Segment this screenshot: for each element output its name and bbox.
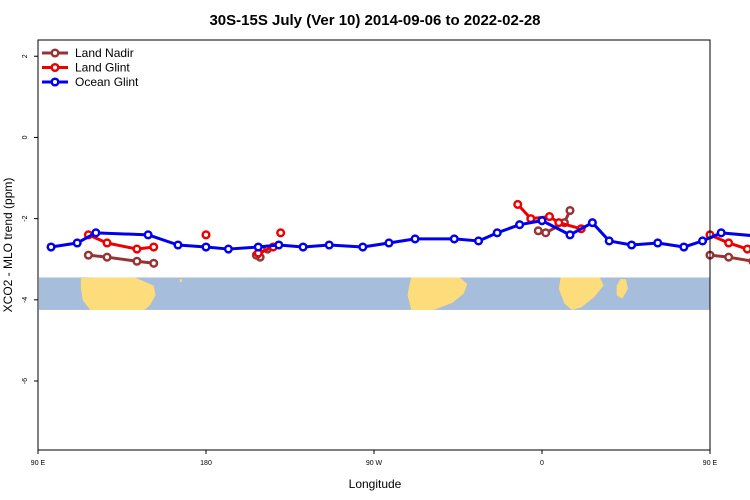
legend-item-land-nadir: Land Nadir bbox=[42, 46, 134, 60]
data-point-ocean-glint bbox=[253, 242, 263, 252]
map-land-south-america bbox=[407, 277, 468, 310]
legend-label: Land Glint bbox=[75, 61, 130, 75]
map-land-australia-1 bbox=[80, 277, 156, 310]
data-point-land-glint bbox=[102, 238, 112, 248]
data-point-ocean-glint bbox=[173, 240, 183, 250]
data-point-ocean-glint bbox=[653, 238, 663, 248]
data-point-land-glint bbox=[554, 218, 564, 228]
data-point-land-nadir bbox=[533, 226, 543, 236]
data-point-land-glint bbox=[742, 244, 750, 254]
series-line-land-glint bbox=[87, 233, 154, 251]
data-point-land-nadir bbox=[102, 252, 112, 262]
data-point-land-glint bbox=[513, 199, 523, 209]
y-tick-label: 2 bbox=[22, 54, 29, 58]
map-band bbox=[39, 277, 710, 310]
data-point-ocean-glint bbox=[604, 236, 614, 246]
plot-frame bbox=[37, 39, 711, 451]
data-point-ocean-glint bbox=[627, 240, 637, 250]
series-line-land-glint bbox=[709, 233, 750, 251]
y-tick-label: -2 bbox=[22, 215, 29, 221]
data-point-ocean-glint bbox=[143, 230, 153, 240]
y-axis-title: XCO2 - MLO trend (ppm) bbox=[1, 178, 15, 313]
map-land-new-caledonia bbox=[179, 279, 182, 283]
x-tick-label: 180 bbox=[200, 460, 212, 467]
chart-title: 30S-15S July (Ver 10) 2014-09-06 to 2022… bbox=[209, 12, 540, 29]
x-axis-title: Longitude bbox=[349, 477, 402, 491]
data-point-ocean-glint bbox=[201, 242, 211, 252]
y-tick-label: -4 bbox=[22, 297, 29, 303]
data-point-ocean-glint bbox=[410, 234, 420, 244]
data-point-land-nadir bbox=[132, 256, 142, 266]
x-tick-label: 0 bbox=[540, 460, 544, 467]
map-land-madagascar bbox=[616, 279, 628, 299]
data-point-ocean-glint bbox=[565, 230, 575, 240]
data-point-ocean-glint bbox=[697, 236, 708, 246]
data-point-ocean-glint bbox=[716, 228, 726, 238]
series-land-glint bbox=[83, 199, 750, 258]
legend-label: Ocean Glint bbox=[75, 75, 139, 89]
data-point-ocean-glint bbox=[223, 244, 233, 254]
data-point-ocean-glint bbox=[492, 228, 502, 238]
x-tick-label: 90 W bbox=[366, 460, 383, 467]
data-point-ocean-glint bbox=[358, 242, 368, 252]
data-point-land-nadir bbox=[565, 205, 575, 216]
series-layer bbox=[46, 199, 750, 268]
map-land-africa bbox=[558, 277, 604, 310]
series-ocean-glint bbox=[46, 216, 750, 254]
data-point-land-nadir bbox=[149, 258, 159, 268]
legend-item-ocean-glint: Ocean Glint bbox=[42, 75, 139, 89]
data-point-land-glint bbox=[276, 228, 286, 238]
data-point-ocean-glint bbox=[537, 216, 547, 226]
data-point-land-nadir bbox=[83, 250, 93, 260]
legend-marker bbox=[50, 48, 60, 58]
data-point-ocean-glint bbox=[587, 218, 597, 228]
y-tick-label: -6 bbox=[22, 378, 29, 384]
x-tick-label: 90 E bbox=[31, 460, 46, 467]
data-point-ocean-glint bbox=[449, 234, 459, 244]
data-point-ocean-glint bbox=[274, 240, 284, 250]
legend-label: Land Nadir bbox=[75, 46, 134, 60]
legend-item-land-glint: Land Glint bbox=[42, 61, 130, 75]
data-point-ocean-glint bbox=[515, 220, 525, 230]
data-point-land-glint bbox=[544, 212, 555, 222]
data-point-land-nadir bbox=[724, 252, 734, 262]
series-line-land-nadir bbox=[88, 253, 154, 265]
data-point-ocean-glint bbox=[298, 242, 308, 252]
data-point-land-glint bbox=[201, 230, 211, 240]
y-tick-label: 0 bbox=[22, 135, 29, 139]
axis-ticks: 90 E 180 90 W 0 90 E 2 0 -2 -4 -6 bbox=[22, 54, 718, 467]
data-point-ocean-glint bbox=[384, 238, 394, 248]
legend-marker bbox=[50, 62, 60, 73]
data-point-ocean-glint bbox=[324, 240, 334, 250]
series-line-land-nadir bbox=[709, 253, 750, 263]
x-tick-label: 90 E bbox=[703, 460, 718, 467]
data-point-ocean-glint bbox=[679, 242, 689, 252]
data-point-land-glint bbox=[149, 242, 159, 252]
data-point-ocean-glint bbox=[91, 228, 101, 238]
data-point-ocean-glint bbox=[72, 238, 82, 248]
data-point-land-glint bbox=[132, 244, 142, 254]
data-point-ocean-glint bbox=[473, 236, 484, 246]
data-point-land-nadir bbox=[541, 228, 551, 238]
legend-marker bbox=[50, 77, 60, 87]
data-point-ocean-glint bbox=[46, 242, 56, 252]
data-point-land-glint bbox=[724, 238, 734, 248]
